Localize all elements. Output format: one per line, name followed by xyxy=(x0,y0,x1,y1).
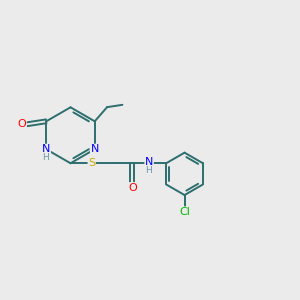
Text: H: H xyxy=(42,153,49,162)
Text: N: N xyxy=(145,157,153,167)
Text: Cl: Cl xyxy=(179,207,190,217)
Text: N: N xyxy=(42,144,50,154)
Text: O: O xyxy=(128,183,137,193)
Text: S: S xyxy=(88,158,95,168)
Text: H: H xyxy=(146,167,152,176)
Text: N: N xyxy=(91,144,99,154)
Text: O: O xyxy=(17,119,26,129)
